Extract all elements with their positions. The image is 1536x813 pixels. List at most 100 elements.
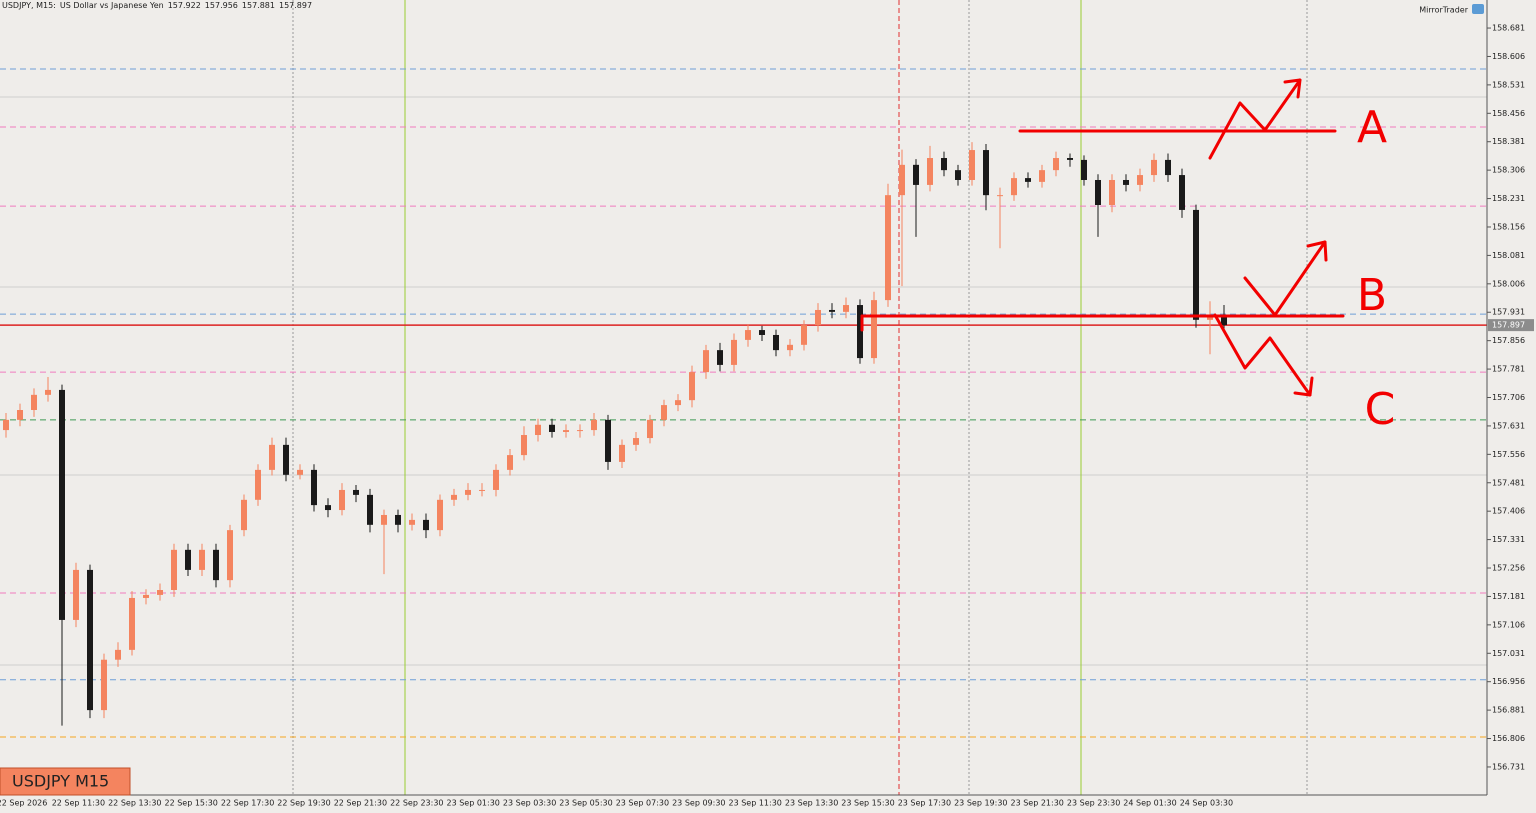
body xyxy=(969,150,975,180)
arrow-up-b xyxy=(1243,240,1328,317)
body xyxy=(241,499,247,531)
body xyxy=(913,164,919,185)
body xyxy=(577,430,583,432)
body xyxy=(87,569,93,711)
body xyxy=(227,530,233,581)
body xyxy=(745,330,751,340)
body xyxy=(1165,159,1171,176)
x-tick-label: 24 Sep 01:30 xyxy=(1123,799,1176,808)
body xyxy=(479,489,485,491)
y-ticks: 158.681 158.606 158.531 158.456 158.381 158.3… xyxy=(1487,24,1534,771)
body xyxy=(787,344,793,351)
y-tick-label: 158.456 xyxy=(1492,109,1525,118)
ohlc: 157.956 xyxy=(204,1,238,10)
y-tick-label: 158.231 xyxy=(1492,194,1525,203)
body xyxy=(465,489,471,495)
body xyxy=(409,519,415,525)
description: US Dollar vs Japanese Yen xyxy=(59,1,164,10)
x-tick-label: 23 Sep 13:30 xyxy=(785,799,838,808)
y-tick-label: 158.606 xyxy=(1492,52,1525,61)
body xyxy=(759,330,765,335)
body xyxy=(633,438,639,445)
drawings xyxy=(860,78,1345,397)
body xyxy=(1109,179,1115,206)
arrow-up-a xyxy=(1208,78,1302,160)
ohlc: 157.922 xyxy=(167,1,201,10)
ohlc: 157.881 xyxy=(241,1,275,10)
body xyxy=(1221,314,1227,326)
y-tick-label: 157.256 xyxy=(1492,564,1525,573)
body xyxy=(325,505,331,511)
price-label: 157.897 xyxy=(1492,321,1525,330)
body xyxy=(255,469,261,500)
body xyxy=(829,309,835,312)
body xyxy=(31,394,37,411)
x-tick-label: 23 Sep 09:30 xyxy=(672,799,725,808)
x-tick-label: 23 Sep 21:30 xyxy=(1010,799,1063,808)
x-tick-label: 23 Sep 17:30 xyxy=(898,799,951,808)
body xyxy=(423,519,429,531)
body xyxy=(437,499,443,531)
x-ticks: 22 Sep 2026 22 Sep 11:30 22 Sep 13:30 22 Se… xyxy=(0,799,1233,808)
y-tick-label: 156.956 xyxy=(1492,677,1525,686)
y-tick-label: 157.706 xyxy=(1492,393,1525,402)
x-tick-label: 22 Sep 15:30 xyxy=(164,799,217,808)
y-tick-label: 157.331 xyxy=(1492,535,1525,544)
body xyxy=(269,444,275,470)
y-tick-label: 158.006 xyxy=(1492,279,1525,288)
y-tick-label: 156.806 xyxy=(1492,734,1525,743)
body xyxy=(703,350,709,373)
body xyxy=(801,325,807,345)
body xyxy=(143,594,149,598)
x-tick-label: 23 Sep 01:30 xyxy=(446,799,499,808)
x-tick-label: 23 Sep 19:30 xyxy=(954,799,1007,808)
y-tick-label: 157.031 xyxy=(1492,649,1525,658)
x-tick-label: 22 Sep 21:30 xyxy=(334,799,387,808)
body xyxy=(1193,209,1199,320)
body xyxy=(353,489,359,495)
candles xyxy=(3,142,1227,726)
body xyxy=(997,195,1003,197)
body xyxy=(619,444,625,462)
body xyxy=(871,300,877,359)
body xyxy=(1095,179,1101,206)
x-tick-label: 22 Sep 17:30 xyxy=(221,799,274,808)
body xyxy=(591,419,597,431)
brand-icon xyxy=(1472,4,1484,14)
y-tick-label: 157.556 xyxy=(1492,450,1525,459)
y-tick-label: 156.731 xyxy=(1492,762,1525,771)
body xyxy=(941,158,947,171)
body xyxy=(73,569,79,620)
body xyxy=(983,150,989,196)
body xyxy=(899,164,905,196)
body xyxy=(115,649,121,660)
levels xyxy=(0,68,1487,738)
body xyxy=(59,389,65,620)
body xyxy=(1039,170,1045,182)
y-tick-label: 157.931 xyxy=(1492,308,1525,317)
body xyxy=(493,469,499,490)
body xyxy=(661,405,667,420)
body xyxy=(171,549,177,590)
symbol: USDJPY, M15: xyxy=(2,1,56,10)
ohlc: 157.897 xyxy=(278,1,313,10)
body xyxy=(395,514,401,525)
annotation: A xyxy=(1357,102,1387,153)
body xyxy=(283,444,289,475)
body xyxy=(689,372,695,401)
y-tick-label: 157.781 xyxy=(1492,365,1525,374)
body xyxy=(1053,158,1059,171)
x-tick-label: 22 Sep 2026 xyxy=(0,799,47,808)
body xyxy=(885,195,891,301)
body xyxy=(717,350,723,365)
body xyxy=(157,589,163,595)
body xyxy=(927,158,933,185)
y-tick-label: 157.481 xyxy=(1492,478,1525,487)
y-tick-label: 158.681 xyxy=(1492,24,1525,33)
body xyxy=(3,419,9,431)
annotation: B xyxy=(1357,270,1387,321)
letters: A B C xyxy=(1357,102,1395,435)
body xyxy=(1179,175,1185,210)
